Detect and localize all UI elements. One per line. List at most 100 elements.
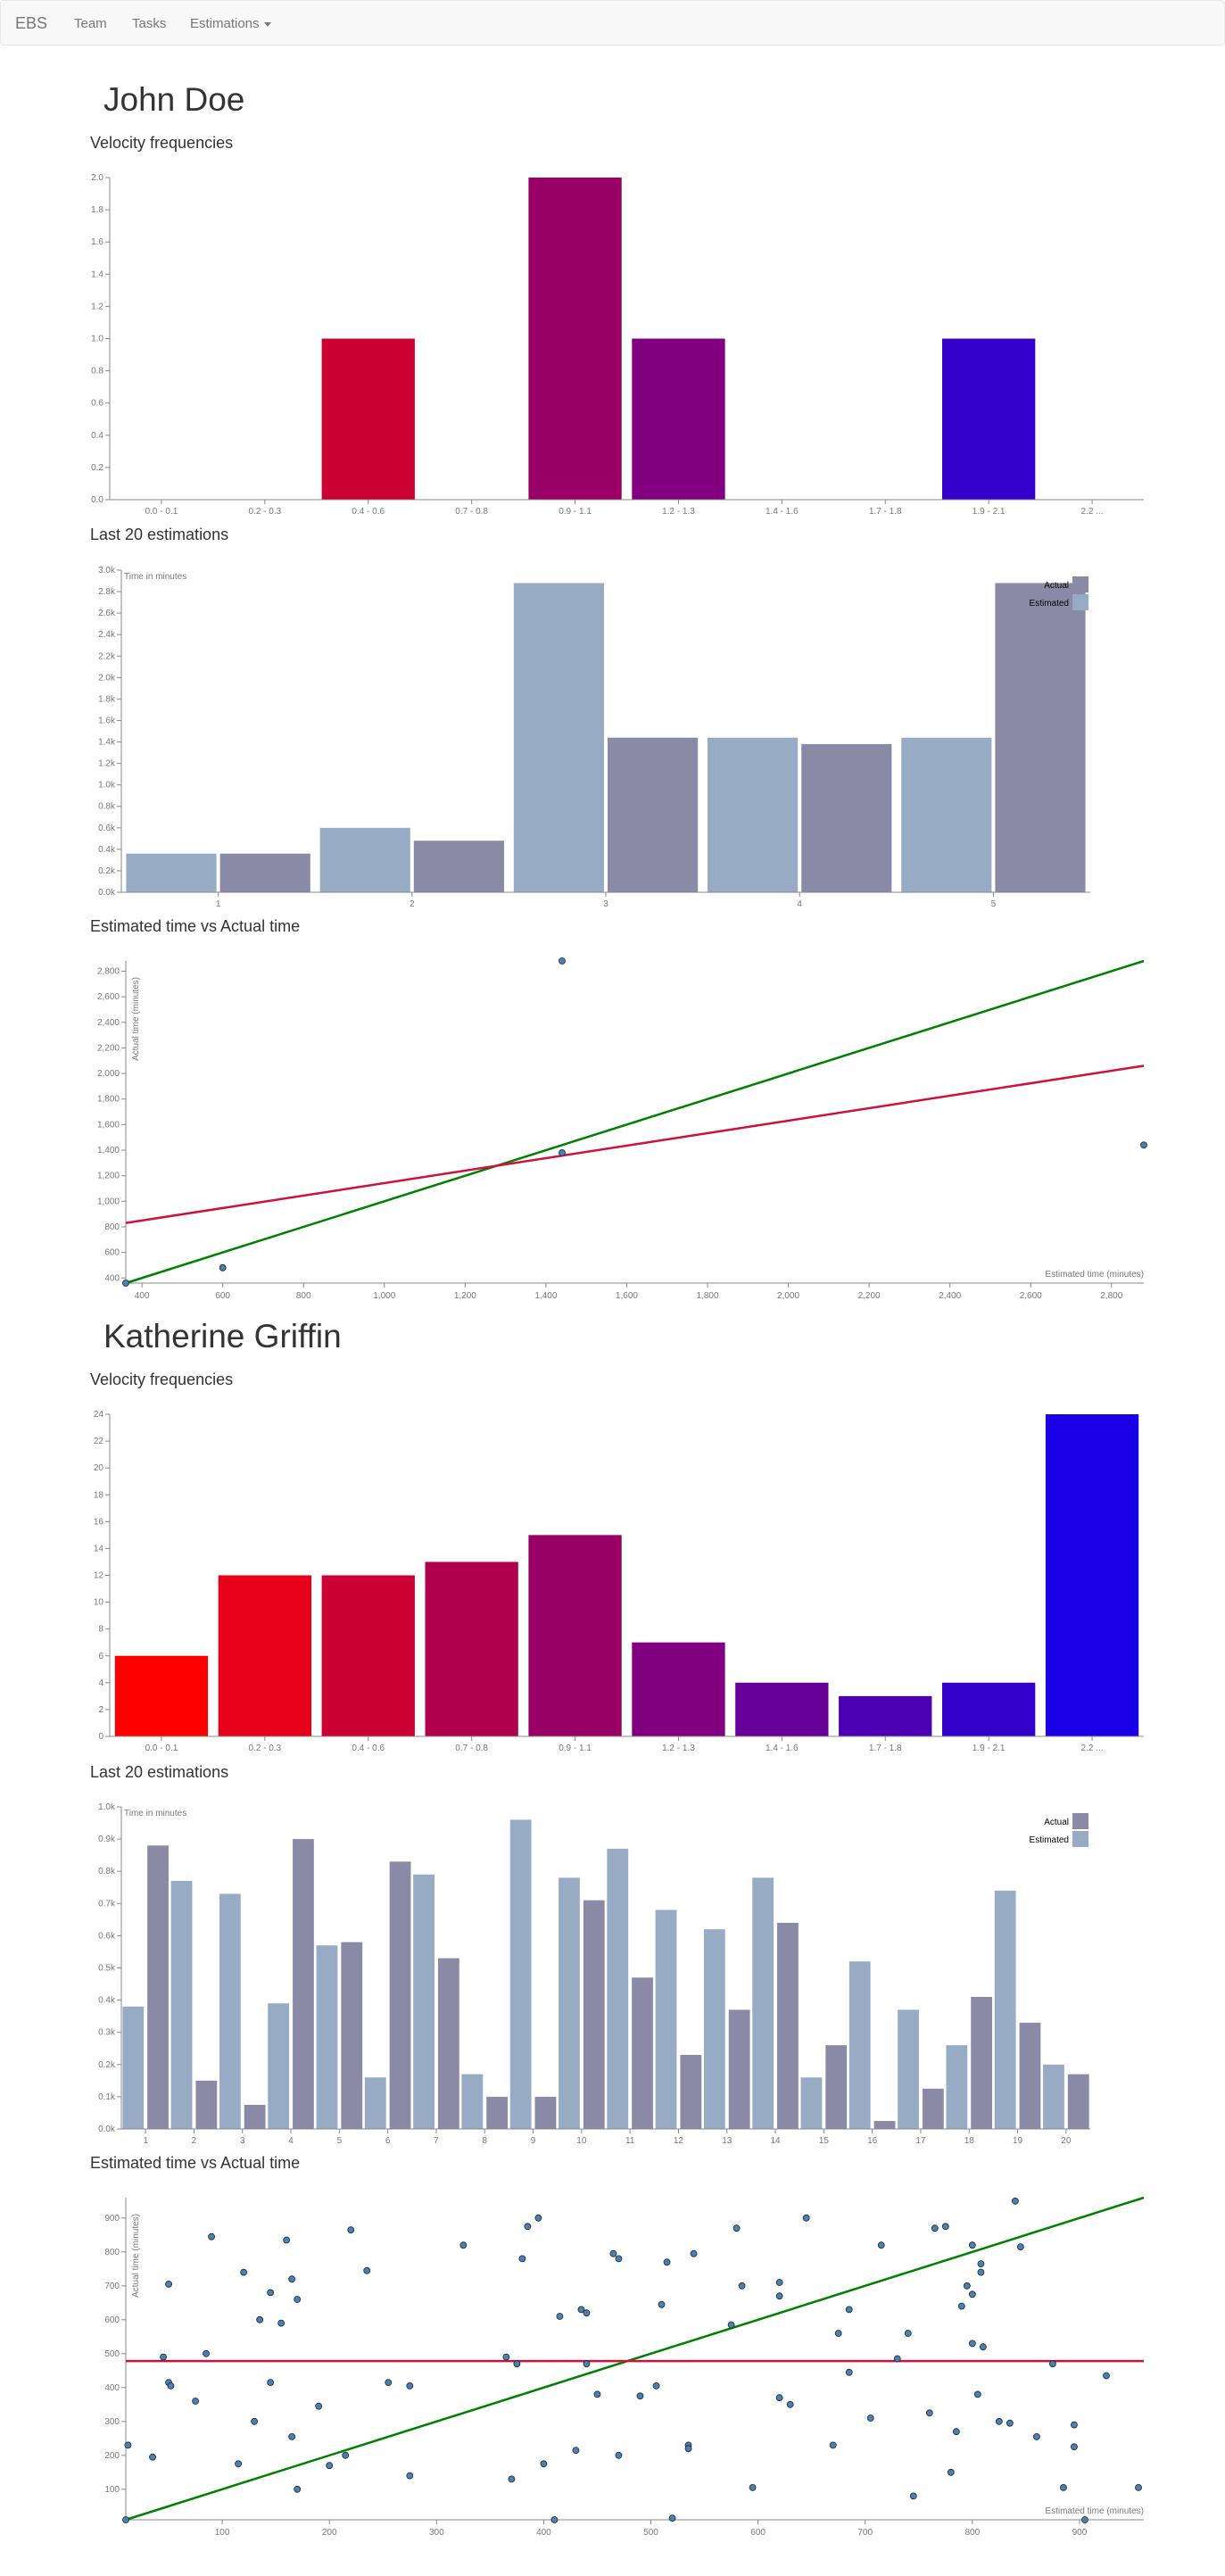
x-tick-label: 1.2 - 1.3 xyxy=(662,1744,695,1753)
x-tick-label: 1 xyxy=(143,2136,148,2146)
data-point xyxy=(968,2241,976,2249)
nav-item-estimations[interactable]: Estimations xyxy=(190,16,271,31)
nav-item-tasks[interactable]: Tasks xyxy=(132,16,167,31)
actual-bar xyxy=(608,737,699,892)
x-tick-label: 2,000 xyxy=(777,1291,799,1301)
data-point xyxy=(508,2475,516,2483)
x-tick-label: 9 xyxy=(531,2136,536,2146)
data-point xyxy=(251,2417,259,2425)
data-point xyxy=(877,2241,885,2249)
data-point xyxy=(203,2349,210,2357)
data-point xyxy=(727,2321,735,2329)
actual-bar xyxy=(777,1922,799,2129)
x-tick-label: 17 xyxy=(915,2136,926,2146)
bar-1-7-1-8 xyxy=(839,1695,932,1736)
y-tick-label: 1,400 xyxy=(97,1146,120,1155)
data-point xyxy=(559,957,566,965)
data-point xyxy=(342,2451,350,2459)
bar-1-9-2-1 xyxy=(941,1682,1036,1736)
y-tick-label: 0.7k xyxy=(98,1899,116,1909)
actual-bar xyxy=(995,583,1086,892)
y-axis-label: Actual time (minutes) xyxy=(131,2214,141,2298)
bar-0-0-0-1 xyxy=(114,1655,209,1736)
y-tick-label: 0.3k xyxy=(98,2028,116,2038)
y-tick-label: 24 xyxy=(94,1410,104,1420)
x-tick-label: 13 xyxy=(722,2136,733,2146)
data-point xyxy=(122,1280,129,1287)
x-tick-label: 600 xyxy=(750,2528,766,2538)
x-tick-label: 0.9 - 1.1 xyxy=(559,507,592,517)
data-point xyxy=(267,2379,275,2387)
identity-line xyxy=(125,2196,1145,2522)
estimated-bar xyxy=(461,2074,484,2129)
data-point xyxy=(406,2472,414,2480)
data-point xyxy=(160,2353,167,2361)
bar-1-9-2-1 xyxy=(941,338,1036,500)
bar-0-9-1-1 xyxy=(528,1535,622,1736)
y-tick-label: 2,000 xyxy=(97,1069,120,1079)
data-point xyxy=(294,2296,302,2303)
actual-bar xyxy=(680,2054,702,2129)
y-tick-label: 700 xyxy=(104,2282,120,2291)
estimations-title: Last 20 estimations xyxy=(90,1763,229,1781)
x-tick-label: 200 xyxy=(322,2528,337,2538)
actual-bar xyxy=(1067,2074,1089,2129)
estimated-bar xyxy=(1043,2064,1064,2129)
estimated-bar xyxy=(170,1881,193,2129)
data-point xyxy=(775,2279,783,2286)
x-tick-label: 1,200 xyxy=(454,1291,476,1301)
data-point xyxy=(347,2226,355,2234)
x-tick-label: 1.7 - 1.8 xyxy=(869,507,902,517)
x-tick-label: 1 xyxy=(216,899,221,909)
data-point xyxy=(615,2451,623,2459)
nav-item-team[interactable]: Team xyxy=(74,16,107,31)
data-point xyxy=(577,2306,585,2314)
y-tick-label: 0.6k xyxy=(98,1931,116,1941)
data-point xyxy=(559,1148,566,1156)
data-point xyxy=(267,2289,275,2297)
y-tick-label: 1.8k xyxy=(98,694,116,704)
data-point xyxy=(256,2315,264,2323)
estimated-bar xyxy=(607,1848,629,2129)
data-point xyxy=(593,2390,601,2398)
x-tick-label: 7 xyxy=(434,2136,439,2146)
x-tick-label: 0.7 - 0.8 xyxy=(455,507,488,517)
legend-swatch-actual xyxy=(1072,576,1088,592)
data-point xyxy=(968,2290,976,2299)
data-point xyxy=(219,1263,227,1271)
estimated-bar xyxy=(364,2077,386,2129)
estimated-bar xyxy=(752,1877,774,2129)
y-tick-label: 0.0k xyxy=(98,2125,116,2134)
data-point xyxy=(925,2409,933,2417)
y-tick-label: 600 xyxy=(104,2315,120,2325)
y-tick-label: 1,600 xyxy=(97,1120,120,1130)
y-tick-label: 2.8k xyxy=(98,587,116,597)
x-tick-label: 16 xyxy=(867,2136,878,2146)
x-tick-label: 1.9 - 2.1 xyxy=(973,507,1006,517)
data-point xyxy=(615,2255,623,2263)
y-tick-label: 1,200 xyxy=(97,1172,120,1181)
navbar-brand[interactable]: EBS xyxy=(15,14,48,32)
estimated-bar xyxy=(559,1877,580,2129)
x-tick-label: 8 xyxy=(482,2136,487,2146)
data-point xyxy=(977,2268,985,2276)
data-point xyxy=(1081,2516,1088,2523)
y-axis-label: Actual time (minutes) xyxy=(131,977,141,1061)
data-point xyxy=(684,2445,692,2453)
data-point xyxy=(385,2379,393,2387)
user-name: John Doe xyxy=(103,81,245,118)
x-tick-label: 0.0 - 0.1 xyxy=(145,507,178,517)
y-tick-label: 0.1k xyxy=(98,2092,116,2102)
y-tick-label: 0.2k xyxy=(98,866,116,876)
bar-1-2-1-3 xyxy=(632,338,725,500)
velocity-title: Velocity frequencies xyxy=(90,134,234,152)
x-tick-label: 2,200 xyxy=(858,1291,881,1301)
data-point xyxy=(1032,2432,1040,2440)
x-tick-label: 18 xyxy=(964,2136,975,2146)
navbar: EBS Team Tasks Estimations xyxy=(0,0,1225,46)
y-tick-label: 800 xyxy=(104,1222,120,1232)
data-point xyxy=(534,2214,542,2222)
x-tick-label: 5 xyxy=(337,2136,343,2146)
bar-0-4-0-6 xyxy=(321,338,415,500)
